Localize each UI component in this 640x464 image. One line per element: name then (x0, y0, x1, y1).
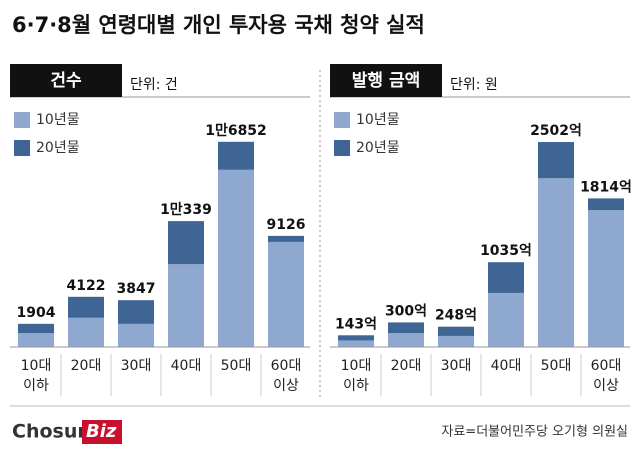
x-tick-line: 60대 (591, 358, 622, 374)
legend-swatch (334, 112, 350, 128)
x-tick-line: 20대 (71, 358, 102, 374)
x-tick-line: 50대 (221, 358, 252, 374)
bar-segment (588, 198, 624, 211)
legend-label: 20년물 (36, 140, 80, 156)
x-tick-line: 10대 (341, 358, 372, 374)
x-tick-line: 40대 (491, 358, 522, 374)
bar-segment (338, 340, 374, 347)
x-tick-line: 이상 (273, 378, 299, 394)
x-tick-line: 30대 (441, 358, 472, 374)
bar-segment (68, 296, 104, 318)
total-label: 143억 (335, 316, 377, 332)
x-tick-line: 20대 (391, 358, 422, 374)
total-label: 3847 (117, 281, 156, 297)
legend-swatch (14, 140, 30, 156)
unit-label: 단위: 건 (130, 77, 178, 93)
total-label: 248억 (435, 308, 477, 324)
x-tick-label: 50대 (221, 358, 252, 374)
bar-segment (388, 333, 424, 347)
bar-segment (338, 335, 374, 341)
bar-segment (588, 210, 624, 347)
total-label: 2502억 (530, 123, 582, 139)
x-tick-line: 이하 (343, 378, 369, 394)
x-tick-line: 50대 (541, 358, 572, 374)
bar-segment (388, 322, 424, 334)
x-tick-label: 50대 (541, 358, 572, 374)
bar-segment (218, 169, 254, 347)
total-label: 1904 (17, 305, 56, 321)
bar-segment (488, 292, 524, 347)
x-tick-label: 30대 (441, 358, 472, 374)
bar-segment (218, 141, 254, 170)
chart-title: 6·7·8월 연령대별 개인 투자용 국채 청약 실적 (12, 13, 425, 37)
bar-segment (488, 262, 524, 293)
x-tick-label: 30대 (121, 358, 152, 374)
x-tick-label: 20대 (71, 358, 102, 374)
header-tab (10, 64, 122, 97)
x-tick-line: 이상 (593, 378, 619, 394)
total-label: 1035억 (480, 243, 532, 259)
bar-segment (168, 264, 204, 347)
x-tick-line: 40대 (171, 358, 202, 374)
logo-box (82, 420, 122, 444)
legend-label: 10년물 (356, 112, 400, 128)
x-tick-label: 40대 (491, 358, 522, 374)
x-tick-label: 40대 (171, 358, 202, 374)
total-label: 1814억 (580, 179, 632, 195)
bar-segment (168, 221, 204, 265)
unit-label: 단위: 원 (450, 77, 498, 93)
logo-main: Chosun (12, 421, 91, 443)
total-label: 9126 (267, 217, 306, 233)
total-label: 1만339 (160, 202, 212, 218)
panel-title: 건수 (50, 71, 82, 91)
total-label: 300억 (385, 303, 427, 319)
bar-segment (68, 317, 104, 347)
x-tick-line: 60대 (271, 358, 302, 374)
bar-segment (268, 241, 304, 347)
legend-swatch (14, 112, 30, 128)
bar-segment (538, 178, 574, 347)
bar-segment (118, 323, 154, 347)
x-tick-line: 10대 (21, 358, 52, 374)
bar-segment (538, 142, 574, 179)
total-label: 4122 (67, 278, 106, 294)
total-label: 1만6852 (205, 123, 267, 139)
x-tick-label: 20대 (391, 358, 422, 374)
x-tick-line: 이하 (23, 378, 49, 394)
logo-accent: Biz (86, 421, 117, 442)
bar-segment (118, 300, 154, 324)
panel-title: 발행 금액 (352, 71, 420, 91)
bar-segment (268, 235, 304, 242)
source: 자료=더불어민주당 오기형 의원실 (441, 425, 628, 440)
legend-label: 20년물 (356, 140, 400, 156)
bar-segment (18, 323, 54, 333)
bar-segment (18, 332, 54, 347)
bar-segment (438, 335, 474, 347)
header-tab (330, 64, 442, 97)
legend-label: 10년물 (36, 112, 80, 128)
x-tick-line: 30대 (121, 358, 152, 374)
legend-swatch (334, 140, 350, 156)
bar-segment (438, 326, 474, 336)
